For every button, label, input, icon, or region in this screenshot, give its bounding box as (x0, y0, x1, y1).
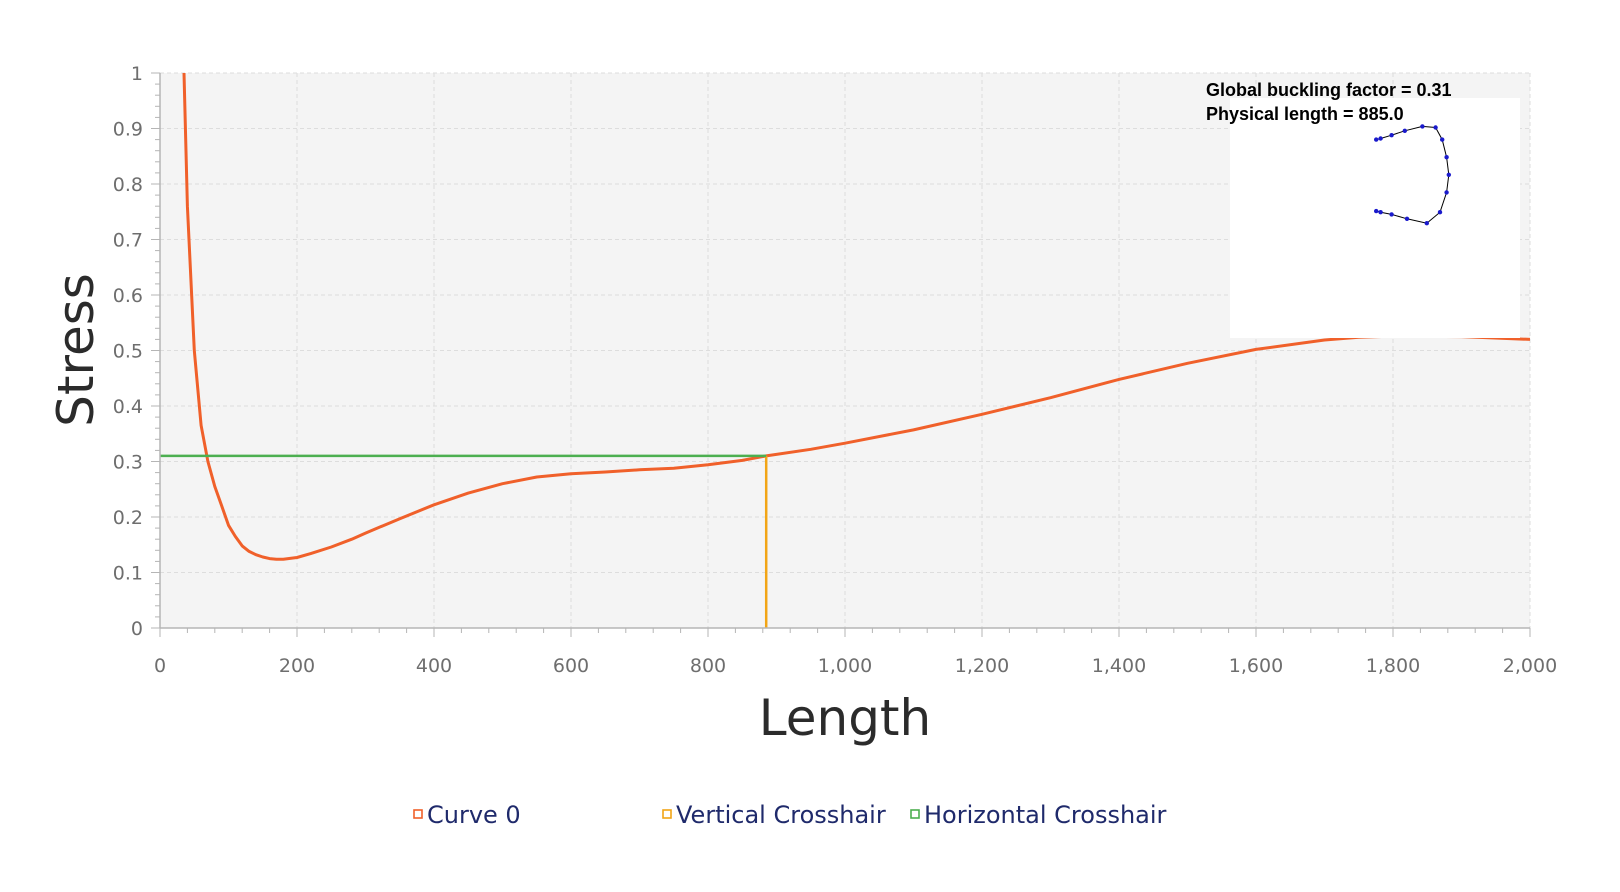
x-tick-label: 200 (279, 655, 315, 677)
legend: Curve 0 Vertical Crosshair Horizontal Cros… (413, 801, 1167, 829)
y-tick-label: 0 (131, 618, 143, 640)
section-inset (1230, 98, 1520, 338)
x-tick-label: 1,800 (1366, 655, 1420, 677)
legend-swatch (413, 809, 423, 819)
x-tick-label: 0 (154, 655, 166, 677)
legend-swatch (910, 809, 920, 819)
x-tick-label: 1,600 (1229, 655, 1283, 677)
y-tick-label: 0.4 (113, 396, 143, 418)
x-tick-label: 400 (416, 655, 452, 677)
section-node (1389, 133, 1394, 138)
section-node (1374, 208, 1379, 214)
legend-curve-0: Curve 0 (413, 801, 521, 829)
y-tick-label: 0.1 (113, 563, 143, 585)
legend-label: Horizontal Crosshair (924, 801, 1167, 829)
x-tick-label: 1,400 (1092, 655, 1146, 677)
y-tick-label: 0.3 (113, 452, 143, 474)
y-tick-label: 0.9 (113, 119, 143, 141)
legend-label: Vertical Crosshair (676, 801, 886, 829)
section-node (1389, 212, 1394, 217)
y-tick-label: 0.6 (113, 285, 143, 307)
section-outline (1376, 125, 1450, 224)
legend-swatch (662, 809, 672, 819)
x-tick-label: 2,000 (1503, 655, 1557, 677)
buckling-factor-annotation: Global buckling factor = 0.31 (1206, 80, 1452, 100)
section-node (1440, 137, 1445, 142)
section-node (1420, 124, 1425, 129)
section-node (1378, 210, 1383, 215)
physical-length-annotation: Physical length = 885.0 (1206, 104, 1404, 124)
section-node (1404, 216, 1410, 221)
y-axis-title: Stress (47, 273, 105, 427)
inset-background (1230, 98, 1520, 338)
legend-vertical-crosshair: Vertical Crosshair (662, 801, 886, 829)
y-tick-label: 1 (131, 63, 143, 85)
y-tick-label: 0.2 (113, 507, 143, 529)
section-node (1433, 125, 1438, 130)
legend-horizontal-crosshair: Horizontal Crosshair (910, 801, 1167, 829)
legend-label: Curve 0 (427, 801, 521, 829)
section-node (1374, 137, 1379, 142)
x-tick-label: 1,200 (955, 655, 1009, 677)
section-node (1378, 136, 1383, 141)
section-node (1444, 190, 1449, 195)
section-node (1424, 221, 1430, 226)
section-node (1444, 155, 1449, 160)
series-layer (160, 72, 1531, 628)
axes (151, 72, 1531, 637)
x-tick-label: 1,000 (818, 655, 872, 677)
x-tick-label: 800 (690, 655, 726, 677)
section-node (1446, 172, 1452, 177)
x-tick-label: 600 (553, 655, 589, 677)
x-axis-title: Length (759, 689, 931, 747)
section-node (1437, 210, 1443, 215)
y-tick-label: 0.7 (113, 230, 143, 252)
tick-labels: 0 0.1 0.2 0.3 0.4 0.5 0.6 0.7 0.8 0.9 1 0 200 400 600 8… (113, 63, 1557, 677)
y-tick-label: 0.5 (113, 341, 143, 363)
y-tick-label: 0.8 (113, 174, 143, 196)
curve-0-line (182, 72, 1531, 561)
section-node (1402, 128, 1408, 133)
